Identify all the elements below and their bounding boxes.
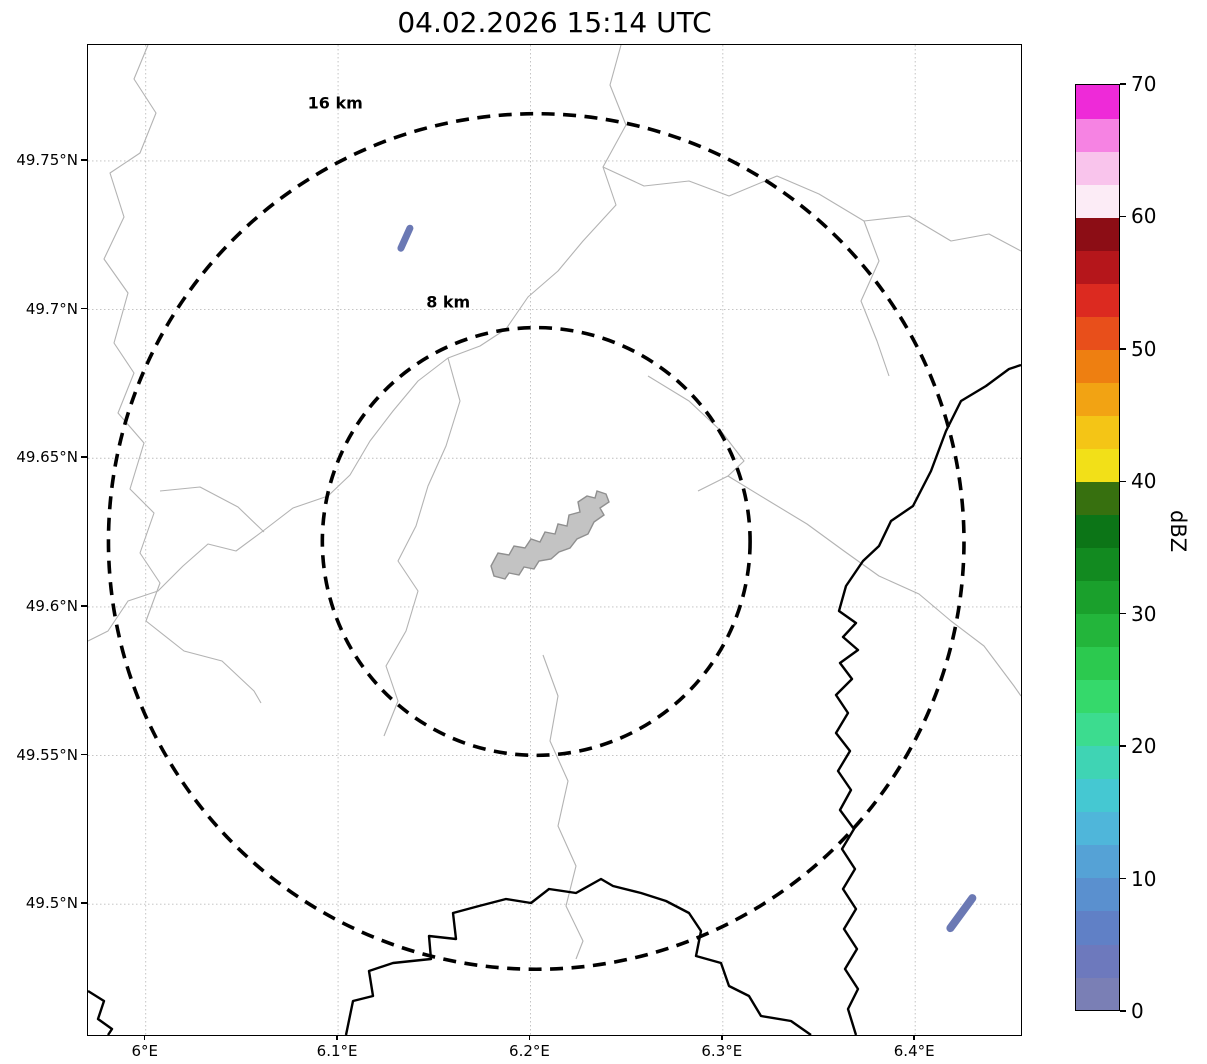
admin-boundaries bbox=[88, 45, 1021, 960]
colorbar-segment bbox=[1076, 415, 1119, 449]
colorbar-axis-label: dBZ bbox=[1166, 510, 1190, 553]
map-canvas bbox=[88, 45, 1021, 1035]
x-tick-mark bbox=[143, 1035, 146, 1040]
colorbar-segment bbox=[1076, 514, 1119, 549]
y-tick-label: 49.75°N bbox=[16, 150, 78, 169]
map-panel bbox=[87, 44, 1022, 1036]
colorbar-tick-label: 50 bbox=[1131, 336, 1157, 361]
x-tick-mark bbox=[913, 1035, 915, 1040]
colorbar-segment bbox=[1076, 118, 1119, 152]
colorbar-segment bbox=[1076, 217, 1119, 251]
colorbar-segment bbox=[1076, 250, 1119, 284]
colorbar-segment bbox=[1076, 646, 1119, 681]
x-tick-mark bbox=[336, 1035, 338, 1040]
colorbar-segment bbox=[1076, 85, 1119, 119]
colorbar-segment bbox=[1076, 811, 1119, 846]
colorbar-tick-label: 30 bbox=[1131, 601, 1157, 626]
colorbar-segment bbox=[1076, 778, 1119, 813]
admin-boundary bbox=[860, 220, 890, 377]
colorbar-tick-mark bbox=[1120, 877, 1126, 880]
x-tick-label: 6°E bbox=[131, 1042, 158, 1060]
city-polygon bbox=[490, 490, 610, 580]
colorbar-segment bbox=[1076, 613, 1119, 648]
admin-boundary bbox=[602, 166, 1021, 252]
colorbar-tick-mark bbox=[1120, 215, 1126, 218]
colorbar-segment bbox=[1076, 844, 1119, 879]
colorbar-segment bbox=[1076, 481, 1119, 516]
x-tick-label: 6.2°E bbox=[509, 1042, 550, 1060]
x-tick-label: 6.1°E bbox=[316, 1042, 358, 1060]
radar-echo bbox=[946, 894, 977, 933]
colorbar-tick-mark bbox=[1120, 745, 1126, 747]
colorbar-segment bbox=[1076, 976, 1119, 1010]
y-tick-label: 49.7°N bbox=[25, 299, 78, 318]
colorbar-tick-label: 20 bbox=[1131, 734, 1157, 759]
colorbar-tick-mark bbox=[1120, 83, 1126, 85]
colorbar-segment bbox=[1076, 151, 1119, 185]
colorbar-tick-label: 0 bbox=[1131, 999, 1144, 1023]
x-tick-mark bbox=[721, 1035, 723, 1040]
x-tick-mark bbox=[528, 1035, 531, 1040]
range-ring-label: 16 km bbox=[307, 93, 363, 113]
y-tick-mark bbox=[81, 753, 87, 756]
colorbar-segment bbox=[1076, 745, 1119, 780]
admin-boundary bbox=[159, 486, 265, 533]
y-tick-mark bbox=[81, 307, 87, 310]
admin-boundary bbox=[88, 45, 627, 642]
country-border-east bbox=[834, 363, 1021, 1035]
y-tick-label: 49.5°N bbox=[25, 894, 78, 913]
y-tick-label: 49.55°N bbox=[16, 745, 78, 764]
colorbar-segment bbox=[1076, 712, 1119, 747]
colorbar-segment bbox=[1076, 877, 1119, 912]
colorbar-segment bbox=[1076, 547, 1119, 582]
y-tick-mark bbox=[81, 159, 87, 161]
admin-boundary bbox=[103, 45, 262, 704]
x-tick-label: 6.4°E bbox=[893, 1042, 935, 1060]
range-ring-8km bbox=[320, 325, 752, 758]
colorbar-segment bbox=[1076, 910, 1119, 945]
range-ring-label: 8 km bbox=[426, 292, 471, 312]
admin-boundary bbox=[383, 357, 461, 737]
y-tick-mark bbox=[81, 605, 87, 607]
colorbar-segment bbox=[1076, 580, 1119, 615]
colorbar-tick-label: 40 bbox=[1131, 469, 1157, 494]
figure-title: 04.02.2026 15:14 UTC bbox=[397, 6, 712, 39]
radar-echoes bbox=[397, 224, 977, 933]
colorbar-segment bbox=[1076, 283, 1119, 317]
admin-boundary bbox=[647, 375, 745, 492]
grid-layer bbox=[88, 45, 1021, 1035]
colorbar-segment bbox=[1076, 382, 1119, 416]
colorbar-tick-mark bbox=[1120, 612, 1126, 615]
colorbar-segment bbox=[1076, 943, 1119, 978]
colorbar-tick-mark bbox=[1120, 348, 1126, 350]
colorbar-segment bbox=[1076, 448, 1119, 483]
colorbar-segment bbox=[1076, 349, 1119, 383]
country-border-south bbox=[344, 877, 812, 1035]
colorbar-tick-label: 10 bbox=[1131, 866, 1157, 891]
y-tick-label: 49.6°N bbox=[25, 596, 78, 615]
x-tick-label: 6.3°E bbox=[701, 1042, 743, 1060]
country-borders bbox=[88, 363, 1021, 1035]
radar-echo bbox=[397, 224, 414, 252]
admin-boundary bbox=[727, 475, 1021, 697]
colorbar-segment bbox=[1076, 184, 1119, 218]
admin-boundary bbox=[542, 654, 584, 960]
colorbar-segment bbox=[1076, 316, 1119, 350]
colorbar bbox=[1075, 84, 1120, 1011]
y-tick-mark bbox=[81, 456, 87, 458]
colorbar-tick-mark bbox=[1120, 1010, 1126, 1012]
colorbar-tick-label: 70 bbox=[1131, 72, 1157, 96]
y-tick-mark bbox=[81, 902, 87, 904]
y-tick-label: 49.65°N bbox=[16, 448, 78, 467]
colorbar-tick-mark bbox=[1120, 480, 1126, 483]
country-border-corner bbox=[88, 989, 114, 1035]
colorbar-segment bbox=[1076, 679, 1119, 714]
colorbar-tick-label: 60 bbox=[1131, 204, 1157, 229]
